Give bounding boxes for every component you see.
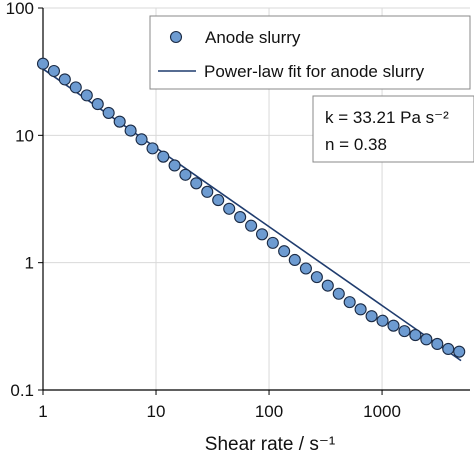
- x-tick-label: 10: [147, 402, 166, 421]
- x-tick-label: 1: [38, 402, 47, 421]
- data-point: [266, 236, 279, 249]
- data-point: [157, 150, 170, 163]
- data-points: [36, 57, 466, 358]
- data-point: [332, 287, 345, 300]
- x-axis-label: Shear rate / s⁻¹: [205, 434, 335, 455]
- data-point: [135, 133, 148, 146]
- data-point: [310, 271, 323, 284]
- legend: Anode slurry Power-law fit for anode slu…: [149, 15, 471, 90]
- data-point: [409, 329, 422, 342]
- data-point: [354, 303, 367, 316]
- fit-line: [42, 68, 462, 362]
- data-point: [431, 337, 444, 350]
- data-point: [343, 296, 356, 309]
- data-point: [190, 177, 203, 190]
- data-point: [201, 185, 214, 198]
- parameter-annotation: k = 33.21 Pa s⁻² n = 0.38: [312, 95, 474, 163]
- parameter-n: n = 0.38: [325, 135, 387, 154]
- data-point: [69, 81, 82, 94]
- data-point: [387, 319, 400, 332]
- data-point: [278, 245, 291, 258]
- legend-marker-anode-slurry: [169, 30, 183, 44]
- data-point: [102, 106, 115, 119]
- data-point: [376, 314, 389, 327]
- data-point: [113, 115, 126, 128]
- axes: [38, 7, 470, 395]
- data-point: [47, 64, 61, 78]
- parameter-box: [312, 95, 474, 163]
- legend-label-fit-line: Power-law fit for anode slurry: [204, 62, 425, 81]
- y-tick-label: 100: [6, 0, 34, 18]
- y-tick-label: 1: [25, 254, 34, 273]
- data-point: [442, 342, 455, 356]
- legend-label-anode-slurry: Anode slurry: [205, 28, 301, 47]
- data-point: [36, 57, 50, 70]
- data-point: [453, 345, 466, 358]
- data-point: [299, 262, 312, 275]
- parameter-k: k = 33.21 Pa s⁻²: [325, 108, 449, 127]
- data-point: [420, 333, 433, 346]
- y-tick-label: 10: [15, 126, 34, 145]
- data-point: [80, 89, 93, 102]
- data-point: [365, 310, 378, 323]
- data-point: [398, 325, 411, 338]
- data-point: [212, 194, 225, 207]
- legend-box: [149, 15, 471, 90]
- data-point: [91, 98, 104, 111]
- data-point: [58, 73, 71, 86]
- data-point: [179, 168, 192, 181]
- y-tick-label: 0.1: [10, 381, 34, 400]
- data-point: [255, 228, 269, 241]
- data-point: [245, 219, 258, 232]
- data-point: [288, 253, 301, 267]
- data-point: [234, 211, 247, 224]
- data-point: [223, 202, 236, 215]
- x-tick-label: 100: [255, 402, 283, 421]
- x-tick-label: 1000: [363, 402, 401, 421]
- data-point: [124, 124, 137, 137]
- fit-line-layer: [42, 68, 462, 362]
- data-point: [146, 142, 159, 155]
- data-point: [168, 159, 181, 172]
- data-point: [321, 279, 334, 292]
